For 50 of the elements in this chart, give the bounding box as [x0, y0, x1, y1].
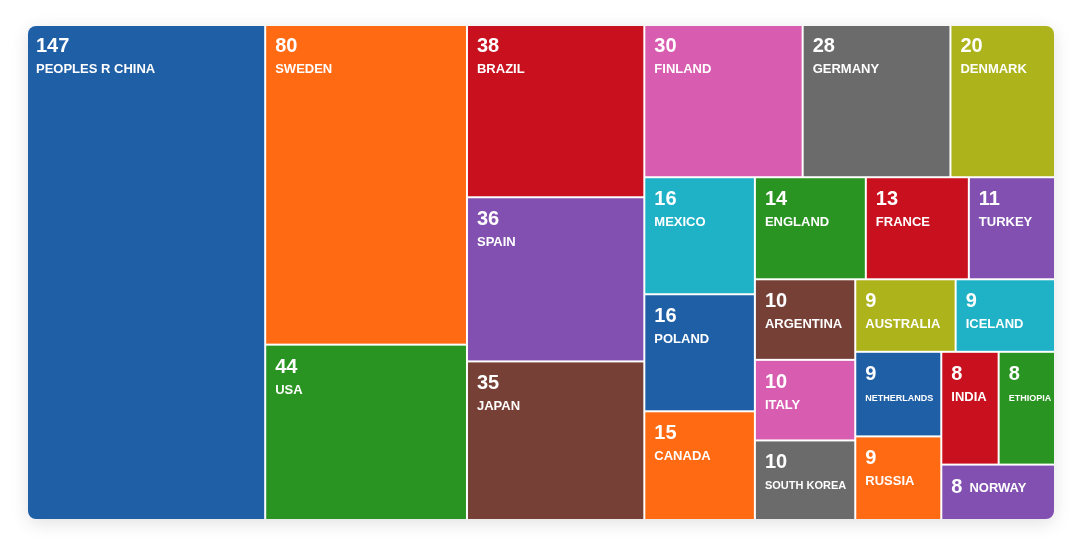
category-label: MEXICO [654, 214, 706, 230]
category-label: ETHIOPIA [1008, 392, 1052, 403]
data-label: 10 [764, 369, 788, 392]
data-label: 9 [865, 289, 877, 312]
data-label: 28 [812, 34, 835, 56]
category-label: PEOPLES R CHINA [36, 61, 156, 76]
category-label: CANADA [654, 448, 712, 464]
category-label: POLAND [654, 331, 710, 347]
category-label: ENGLAND [764, 214, 830, 230]
data-label: 11 [978, 187, 1000, 210]
data-label: 8 [951, 361, 963, 384]
data-label: 15 [654, 421, 677, 444]
data-label: 35 [476, 371, 500, 394]
data-label: 20 [960, 34, 983, 56]
category-label: ARGENTINA [764, 316, 843, 332]
category-label: INDIA [951, 388, 988, 404]
data-label: 16 [654, 187, 677, 210]
category-label: FRANCE [875, 214, 931, 230]
category-label: JAPAN [476, 398, 521, 414]
data-label: 8 [951, 474, 963, 497]
category-label: RUSSIA [865, 473, 915, 489]
data-label: 9 [865, 446, 877, 469]
category-label: USA [275, 381, 304, 397]
data-label: 44 [275, 354, 299, 377]
category-label: BRAZIL [476, 61, 525, 76]
data-label: 30 [654, 34, 677, 56]
category-label: ITALY [764, 396, 801, 412]
category-label: DENMARK [960, 61, 1028, 76]
category-label: NETHERLANDS [865, 392, 934, 403]
category-label: SOUTH KOREA [764, 479, 847, 492]
data-label: 8 [1008, 361, 1020, 384]
data-label: 14 [764, 187, 789, 210]
data-label: 147 [36, 34, 70, 56]
data-label: 9 [865, 361, 877, 384]
category-label: AUSTRALIA [865, 316, 941, 332]
category-label: SPAIN [476, 234, 516, 250]
data-label: 10 [764, 450, 788, 473]
data-label: 13 [875, 187, 899, 210]
data-label: 10 [764, 289, 788, 312]
category-label: TURKEY [978, 214, 1033, 230]
data-label: 80 [275, 34, 298, 56]
data-label: 36 [476, 207, 500, 230]
category-label: ICELAND [965, 316, 1024, 332]
data-label: 16 [654, 304, 677, 327]
category-label: SWEDEN [275, 61, 333, 76]
category-label: NORWAY [969, 479, 1027, 495]
data-label: 38 [476, 34, 500, 56]
category-label: GERMANY [812, 61, 880, 76]
data-label: 9 [965, 289, 977, 312]
category-label: FINLAND [654, 61, 712, 76]
